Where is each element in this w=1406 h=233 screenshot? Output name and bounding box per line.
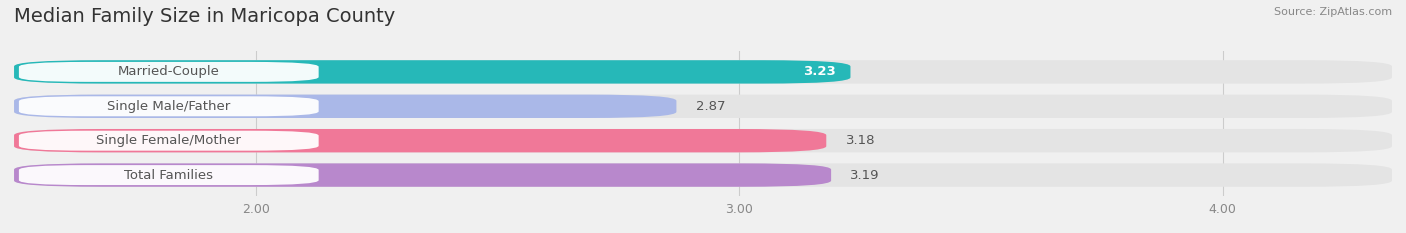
FancyBboxPatch shape — [14, 95, 1392, 118]
FancyBboxPatch shape — [18, 96, 319, 116]
Text: 3.18: 3.18 — [845, 134, 875, 147]
Text: 3.23: 3.23 — [803, 65, 837, 78]
Text: Total Families: Total Families — [124, 169, 214, 182]
Text: Single Female/Mother: Single Female/Mother — [97, 134, 242, 147]
Text: 3.19: 3.19 — [851, 169, 880, 182]
FancyBboxPatch shape — [14, 129, 827, 152]
FancyBboxPatch shape — [14, 60, 851, 84]
FancyBboxPatch shape — [14, 95, 676, 118]
FancyBboxPatch shape — [14, 129, 1392, 152]
FancyBboxPatch shape — [14, 163, 1392, 187]
FancyBboxPatch shape — [18, 62, 319, 82]
Text: Median Family Size in Maricopa County: Median Family Size in Maricopa County — [14, 7, 395, 26]
FancyBboxPatch shape — [14, 163, 831, 187]
Text: Source: ZipAtlas.com: Source: ZipAtlas.com — [1274, 7, 1392, 17]
FancyBboxPatch shape — [18, 165, 319, 185]
FancyBboxPatch shape — [18, 131, 319, 151]
Text: 2.87: 2.87 — [696, 100, 725, 113]
Text: Single Male/Father: Single Male/Father — [107, 100, 231, 113]
FancyBboxPatch shape — [14, 60, 1392, 84]
Text: Married-Couple: Married-Couple — [118, 65, 219, 78]
